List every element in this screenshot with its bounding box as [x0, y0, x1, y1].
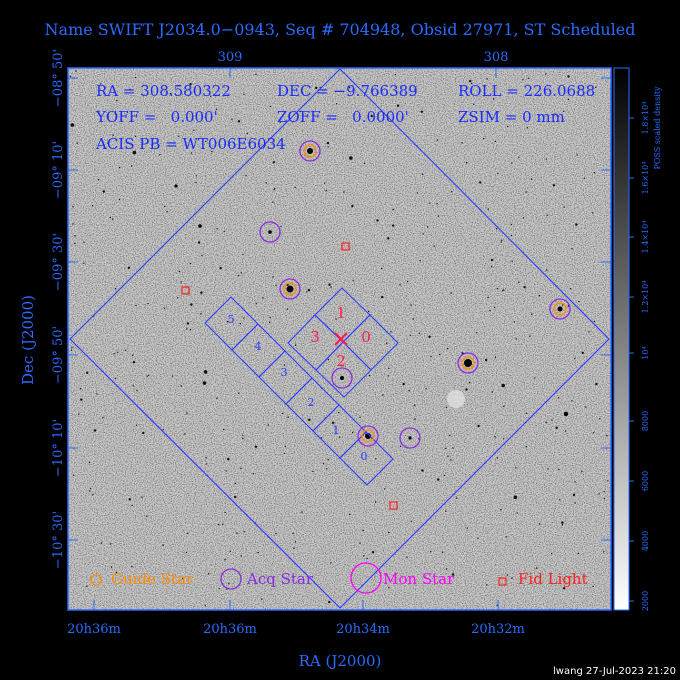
left-tick-label: −09° 50' [51, 326, 66, 384]
acis-s-chips [204, 296, 394, 486]
info-zsim: ZSIM = 0 mm [458, 108, 565, 126]
acis-s-chip-label-4: 4 [255, 340, 262, 353]
colorbar-tick-label: 10⁴ [641, 346, 650, 359]
legend: Guide Star Acq Star Mon Star Fid Light [90, 562, 588, 594]
acis-s-chip-label-3: 3 [281, 366, 288, 379]
bottom-tick-label: 20h32m [471, 622, 525, 637]
top-tick-label-308: 308 [484, 50, 509, 65]
acis-i-chip-label-0: 0 [361, 328, 371, 346]
colorbar-tick-label: 8000 [641, 411, 650, 431]
left-tick-label: −08° 50' [51, 49, 66, 107]
info-zoff: ZOFF = 0.0000' [277, 108, 409, 126]
info-ra: RA = 308.580322 [96, 82, 231, 100]
acis-i-chip-label-2: 2 [336, 352, 346, 370]
field-of-view-outline [69, 68, 610, 609]
colorbar-tick-label: 1.2×10⁴ [641, 281, 650, 314]
colorbar-tick-label: 1.6×10⁴ [641, 162, 650, 195]
legend-acq-star: Acq Star [246, 570, 314, 588]
mon-star-legend-icon [350, 562, 382, 594]
left-tick-label: −10° 10' [51, 419, 66, 477]
bottom-tick-label: 20h34m [336, 622, 390, 637]
left-tick-label: −10° 30' [51, 511, 66, 569]
aimpoint-cross-icon [334, 332, 348, 346]
colorbar-tick-label: 1.8×10⁴ [641, 102, 650, 135]
y-axis-label: Dec (J2000) [19, 295, 37, 385]
colorbar-tick-label: 2000 [641, 591, 650, 611]
left-tick-label: −09° 30' [51, 233, 66, 291]
credit-line: lwang 27-Jul-2023 21:20 [553, 666, 676, 677]
top-tick-label-309: 309 [218, 50, 243, 65]
acis-i-chip-label-3: 3 [310, 328, 320, 346]
acq-star-legend-icon [220, 568, 242, 590]
acis-s-chip-label-5: 5 [228, 313, 235, 326]
legend-mon-star: Mon Star [383, 570, 455, 588]
colorbar-tick-label: 4000 [641, 531, 650, 551]
left-tick-label: −09° 10' [51, 141, 66, 199]
guide-star-markers [283, 144, 567, 443]
acis-s-chip-label-1: 1 [333, 424, 340, 437]
acis-s-chip-label-0: 0 [361, 450, 368, 463]
fid-light-legend-icon [498, 577, 507, 586]
bottom-tick-label: 20h36m [203, 622, 257, 637]
colorbar-label: POSS scaled density [653, 86, 662, 170]
info-roll: ROLL = 226.0688 [458, 82, 595, 100]
colorbar-tick-label: 1.4×10⁴ [641, 221, 650, 254]
chart-title: Name SWIFT J2034.0−0943, Seq # 704948, O… [45, 20, 636, 39]
acq-star-markers [259, 140, 571, 449]
acis-i-chip-label-1: 1 [336, 304, 346, 322]
legend-guide-star: Guide Star [111, 570, 194, 588]
acis-s-chip-label-2: 2 [308, 396, 315, 409]
x-axis-label: RA (J2000) [299, 652, 382, 670]
legend-fid-light: Fid Light [518, 570, 588, 588]
colorbar: 2000 4000 6000 8000 10⁴ 1.2×10⁴ 1.4×10⁴ 1.6×10⁴… [613, 67, 662, 611]
info-acis: ACIS PB = WT006E6034 [95, 135, 286, 153]
fid-light-markers [181, 242, 398, 510]
info-dec: DEC = −9.766389 [277, 82, 418, 100]
guide-star-legend-icon [90, 574, 102, 586]
info-yoff: YOFF = 0.000' [95, 108, 218, 126]
colorbar-tick-label: 6000 [641, 471, 650, 491]
bottom-tick-label: 20h36m [67, 622, 121, 637]
